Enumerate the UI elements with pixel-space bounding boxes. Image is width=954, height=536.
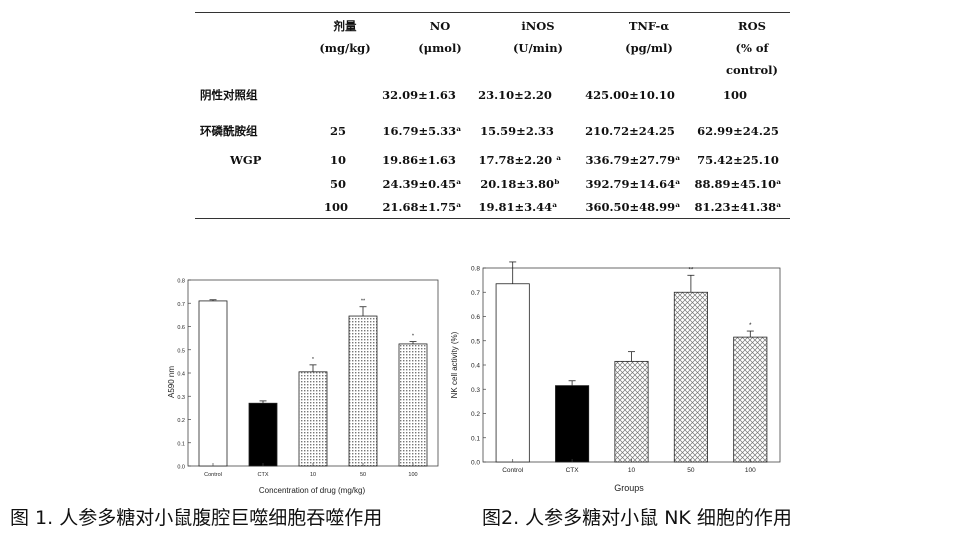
chart1-significance-label: * [312,357,315,363]
chart1-bar [298,371,328,467]
chart2-y-tick-label: 0.8 [471,266,480,273]
chart2-bar [555,385,590,463]
header-dose-title: 剂量 [333,19,357,33]
chart2-y-tick-label: 0.4 [471,363,480,370]
table-cell: 20.18±3.80ᵇ [480,177,560,191]
header-ros-unit-2: control) [726,63,778,77]
chart2-y-tick-label: 0.6 [471,314,480,321]
chart2-y-tick-label: 0.7 [471,290,480,297]
header-no-unit: (μmol) [418,41,462,55]
chart2-category-label: CTX [566,467,580,474]
header-dose-unit: (mg/kg) [319,41,371,55]
chart2-y-tick-label: 0.0 [471,460,480,467]
header-ros-unit-1: (% of [735,41,769,55]
results-table: 剂量 (mg/kg) NO (μmol) iNOS (U/min) TNF-α … [0,0,954,226]
figure1-caption: 图 1. 人参多糖对小鼠腹腔巨噬细胞吞噬作用 [10,507,383,529]
chart2-bar [673,291,708,463]
chart2-y-tick-label: 0.5 [471,338,480,345]
chart2-category-label: Control [502,467,524,474]
table-cell: 81.23±41.38ᵃ [694,200,782,214]
chart1-y-tick-label: 0.2 [177,418,185,424]
row-group-label: 环磷酰胺组 [200,124,258,138]
row-dose: 50 [329,177,347,191]
chart2-category-label: 50 [687,467,695,474]
row-dose: 100 [323,200,349,214]
chart1-significance-label: ** [361,299,366,305]
table-bottom-rule [195,218,790,219]
header-tnf-title: TNF-α [628,19,670,33]
table-cell: 23.10±2.20 [478,88,552,102]
chart2-category-label: 10 [628,467,636,474]
chart1-y-tick-label: 0.1 [177,441,185,447]
chart2-significance-label: ** [688,266,694,273]
table-cell: 336.79±27.79ᵃ [585,153,681,167]
chart1-y-tick-label: 0.8 [177,279,185,285]
header-inos-unit: (U/min) [512,41,564,55]
chart2-x-axis-label: Groups [614,483,644,493]
chart1-y-tick-label: 0.6 [177,325,185,331]
header-no-title: NO [429,19,451,33]
chart1-y-axis-label: A590 nm [167,366,176,398]
chart1-bar [348,315,378,467]
row-dose: 25 [329,124,347,138]
figure2-caption: 图2. 人参多糖对小鼠 NK 细胞的作用 [482,507,792,529]
table-cell: 15.59±2.33 [480,124,554,138]
chart2-significance-label: * [749,322,752,329]
chart1-y-tick-label: 0.7 [177,302,185,308]
chart1-y-tick-label: 0.0 [177,465,185,471]
chart2-category-label: 100 [745,467,756,474]
chart1-category-label: Control [204,472,222,478]
chart1-category-label: CTX [258,472,269,478]
chart1-plot-area: 0.0 0.1 0.2 0.3 0.4 0.5 0.6 0.7 0.8 Control CTX * 10… [177,279,439,478]
chart1-category-label: 100 [408,472,417,478]
chart1-bar [248,402,278,467]
chart1-category-label: 10 [310,472,316,478]
chart1-y-tick-label: 0.4 [177,372,185,378]
chart1-bar [198,300,228,467]
table-cell: 392.79±14.64ᵃ [585,177,681,191]
chart1-category-label: 50 [360,472,366,478]
table-cell: 62.99±24.25 [697,124,779,138]
row-dose: 10 [329,153,347,167]
chart1-x-axis-label: Concentration of drug (mg/kg) [259,486,366,495]
table-cell: 100 [722,88,748,102]
chart2-plot-area: 0.0 0.1 0.2 0.3 0.4 0.5 0.6 0.7 0.8 Control CTX 10 *… [471,261,781,474]
chart2-bar [733,336,768,463]
table-cell: 16.79±5.33ᵃ [382,124,462,138]
table-cell: 19.86±1.63 [382,153,456,167]
table-cell: 19.81±3.44ᵃ [478,200,558,214]
chart2-bar [495,283,530,463]
chart1-significance-label: * [412,334,415,340]
table-cell: 24.39±0.45ᵃ [382,177,462,191]
table-cell: 32.09±1.63 [382,88,456,102]
chart1-y-tick-label: 0.3 [177,395,185,401]
nk-activity-bar-chart: 0.0 0.1 0.2 0.3 0.4 0.5 0.6 0.7 0.8 Control CTX 10 *… [450,261,781,493]
chart2-y-tick-label: 0.1 [471,435,480,442]
row-subgroup-label: WGP [230,153,262,167]
row-group-label: 阴性对照组 [200,88,258,102]
chart2-y-axis-label: NK cell activity (%) [450,331,459,398]
table-cell: 425.00±10.10 [585,88,675,102]
chart2-bar [614,360,649,463]
header-tnf-unit: (pg/ml) [625,41,673,55]
table-cell: 75.42±25.10 [697,153,779,167]
header-inos-title: iNOS [521,19,555,33]
table-cell: 17.78±2.20 ᵃ [478,153,562,167]
phagocytosis-bar-chart: 0.0 0.1 0.2 0.3 0.4 0.5 0.6 0.7 0.8 Control CTX * 10… [167,279,439,495]
chart1-bar [398,343,428,467]
table-cell: 210.72±24.25 [585,124,675,138]
table-cell: 88.89±45.10ᵃ [694,177,782,191]
chart1-y-tick-label: 0.5 [177,348,185,354]
chart2-y-tick-label: 0.3 [471,387,480,394]
table-top-rule [195,12,790,13]
header-ros-title: ROS [738,19,766,33]
table-cell: 360.50±48.99ᵃ [585,200,681,214]
table-cell: 21.68±1.75ᵃ [382,200,462,214]
chart2-y-tick-label: 0.2 [471,411,480,418]
